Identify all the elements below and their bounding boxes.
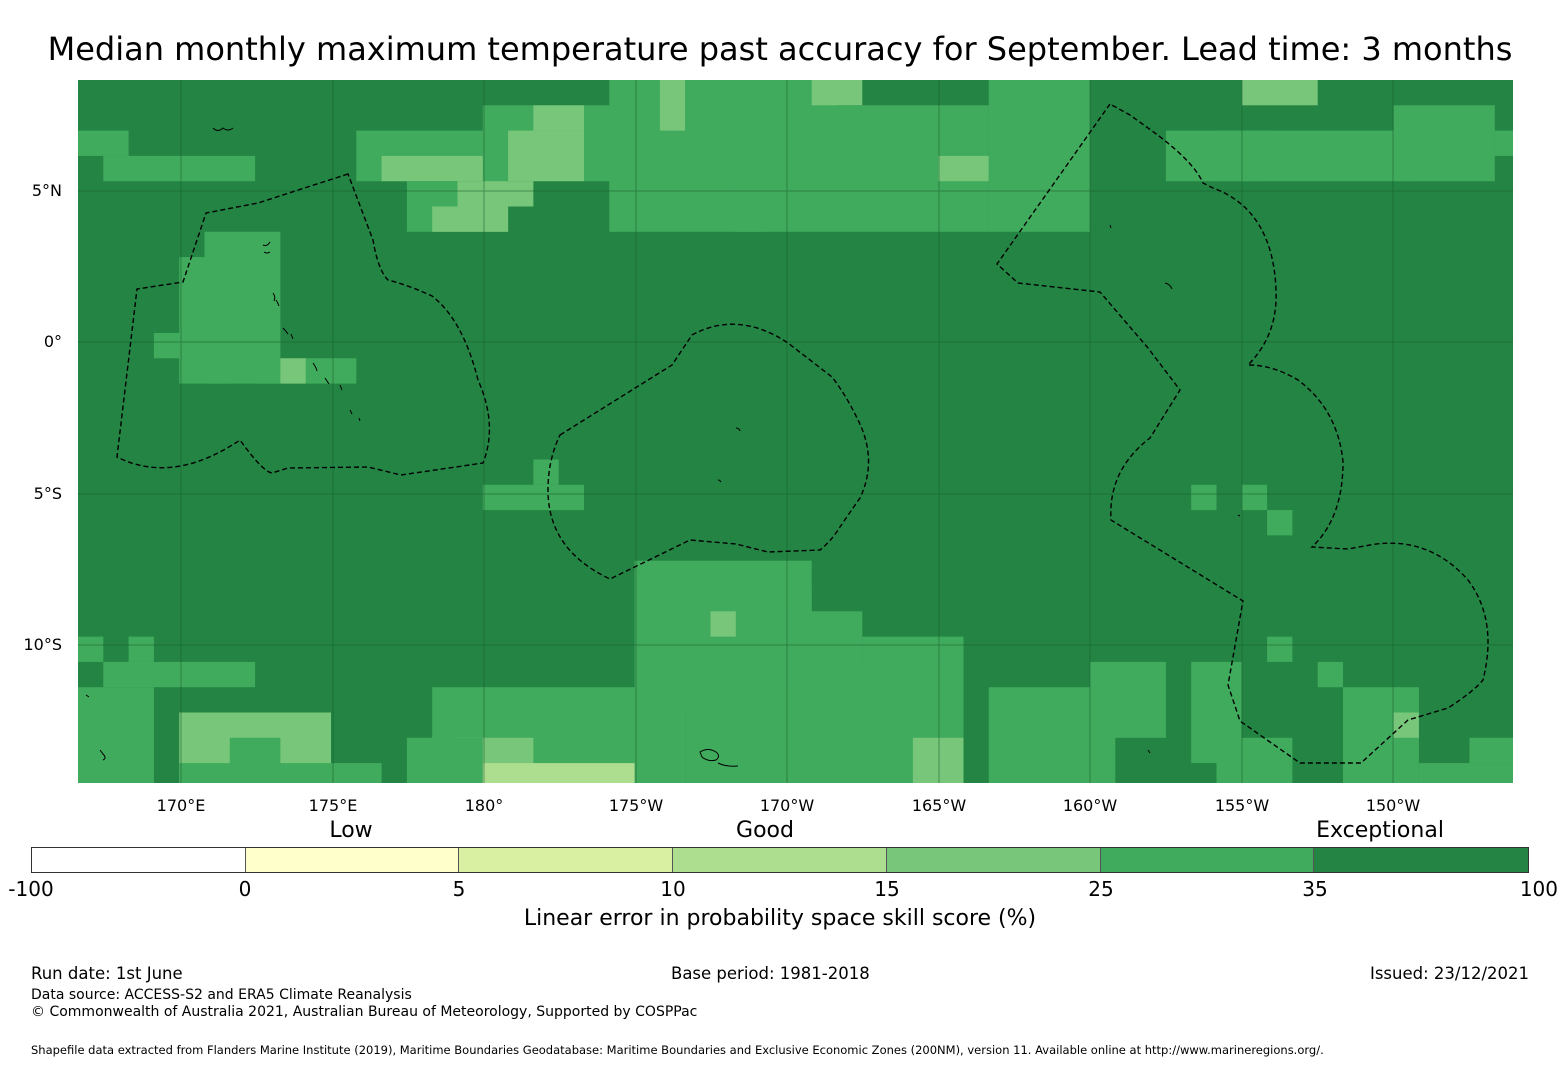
skill-patches: [78, 80, 1513, 783]
skill-patch: [508, 130, 584, 182]
island-outline-samoa: [699, 749, 739, 767]
island-outline: [1147, 514, 1241, 754]
run-date: Run date: 1st June: [31, 964, 183, 983]
skill-patch: [1216, 130, 1419, 182]
skill-patch: [912, 737, 964, 783]
colorbar-segment-25-35: [1100, 848, 1315, 872]
skill-patch: [280, 358, 306, 384]
colorbar-tick: 0: [238, 877, 252, 901]
lat-label-10s: 10°S: [23, 635, 62, 654]
island-outline: [272, 292, 280, 307]
skill-patch: [457, 181, 534, 207]
skill-patch: [1241, 80, 1318, 106]
skill-patch: [1469, 737, 1513, 764]
colorbar-tick: 100: [1519, 877, 1558, 901]
colorbar-title: Linear error in probability space skill …: [523, 906, 1037, 931]
skill-patch: [1216, 737, 1293, 783]
skill-patch: [1090, 661, 1166, 738]
island-outline: [717, 427, 741, 483]
skill-patch: [533, 459, 559, 485]
colorbar-tick: 5: [452, 877, 466, 901]
island-outline: [282, 327, 294, 340]
skill-patch: [659, 80, 686, 131]
skill-patch: [685, 687, 837, 783]
lat-label-5n: 5°N: [31, 181, 62, 200]
skill-patch: [229, 737, 281, 783]
eez-boundary-kiribati-gilbert: [116, 173, 491, 476]
legend-category-exceptional: Exceptional: [1316, 818, 1444, 843]
data-source: Data source: ACCESS-S2 and ERA5 Climate …: [31, 987, 412, 1003]
skill-patch: [432, 206, 509, 232]
skill-patch: [1014, 105, 1090, 207]
skill-patch: [78, 636, 104, 662]
colorbar: [31, 847, 1529, 873]
colorbar-segment-35-100: [1314, 848, 1529, 872]
lon-label-170e: 170°E: [156, 796, 206, 815]
lat-label-5s: 5°S: [33, 484, 62, 503]
skill-patch: [406, 737, 483, 783]
island-outline: [262, 241, 271, 254]
skill-patch: [811, 80, 863, 106]
lon-label-180: 180°: [464, 796, 504, 815]
skill-patch: [1191, 484, 1217, 511]
colorbar-segment-neg100-0: [32, 848, 246, 872]
skill-patch: [533, 105, 584, 131]
island-outline: [85, 694, 106, 761]
issued-date: Issued: 23/12/2021: [1369, 964, 1529, 983]
skill-patch: [153, 333, 205, 359]
lon-label-175e: 175°E: [308, 796, 358, 815]
skill-patch: [128, 636, 154, 662]
skill-score-map: [78, 80, 1513, 783]
base-period: Base period: 1981-2018: [671, 964, 870, 983]
colorbar-segment-10-15: [673, 848, 887, 872]
colorbar-segment-15-25: [886, 848, 1101, 872]
map-title: Median monthly maximum temperature past …: [47, 30, 1513, 68]
skill-patch: [1267, 636, 1293, 662]
colorbar-tick: 35: [1302, 877, 1328, 901]
island-outline: [212, 127, 234, 131]
skill-patch: [1494, 130, 1513, 156]
skill-patch: [1267, 510, 1293, 536]
islands: [85, 127, 1241, 767]
lon-label-165w: 165°W: [911, 796, 967, 815]
gridlines: [78, 80, 1513, 783]
colorbar-tick: 15: [874, 877, 900, 901]
skill-patch: [78, 687, 154, 783]
colorbar-tick: 25: [1088, 877, 1114, 901]
shapefile-credit: Shapefile data extracted from Flanders M…: [31, 1043, 1324, 1057]
skill-patch: [710, 611, 736, 637]
skill-patch: [103, 155, 256, 182]
colorbar-tick: 10: [660, 877, 686, 901]
colorbar-tick: -100: [8, 877, 54, 901]
copyright: © Commonwealth of Australia 2021, Austra…: [31, 1004, 698, 1020]
legend-category-low: Low: [329, 818, 373, 843]
skill-patch: [1418, 763, 1513, 783]
lon-label-170w: 170°W: [759, 796, 815, 815]
colorbar-segment-0-5: [245, 848, 460, 872]
skill-patch: [78, 130, 129, 156]
skill-patch: [1393, 105, 1495, 182]
lon-label-150w: 150°W: [1365, 796, 1421, 815]
skill-patch: [938, 155, 989, 182]
lon-label-175w: 175°W: [608, 796, 664, 815]
lat-label-0: 0°: [43, 332, 62, 351]
eez-boundary-line-islands: [996, 103, 1489, 764]
skill-patch: [1393, 712, 1419, 738]
skill-patch: [482, 763, 635, 783]
island-outline: [312, 362, 361, 422]
map-canvas: [78, 80, 1513, 783]
skill-patch: [735, 80, 837, 232]
skill-patch: [1241, 484, 1268, 511]
skill-patch: [1317, 661, 1343, 688]
eez-boundary-phoenix: [547, 323, 870, 580]
eez-boundaries: [116, 103, 1489, 764]
legend-category-good: Good: [736, 818, 794, 843]
lon-label-160w: 160°W: [1062, 796, 1118, 815]
skill-patch: [482, 484, 584, 511]
skill-patch: [103, 661, 256, 688]
colorbar-segment-5-10: [459, 848, 674, 872]
skill-patch: [255, 358, 357, 384]
lon-label-155w: 155°W: [1214, 796, 1270, 815]
island-outline: [1109, 224, 1173, 290]
